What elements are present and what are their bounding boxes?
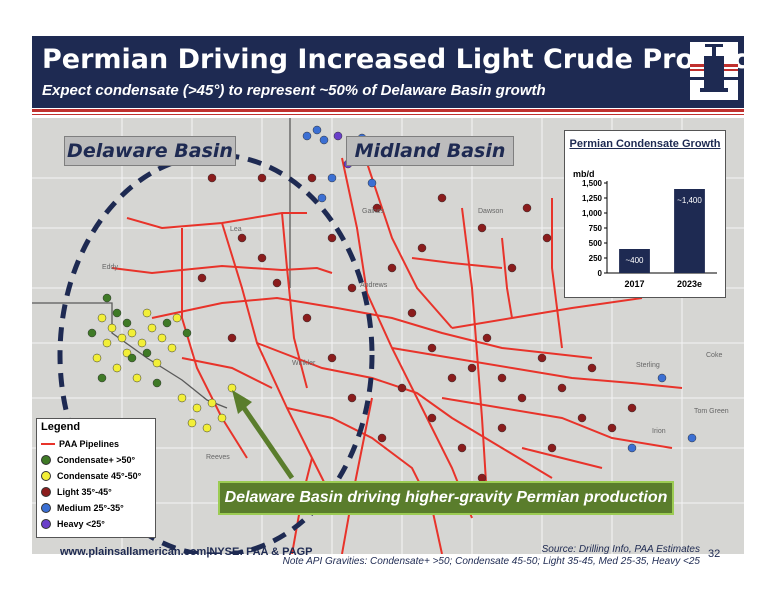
header-rule-thick: [32, 109, 744, 112]
data-label: ~1,400: [677, 196, 702, 205]
footer-url: www.plainsallamerican.com|NYSE: PAA & PA…: [60, 546, 313, 558]
legend-item-medium: Medium 25°-35°: [41, 501, 124, 515]
legend-item-pipelines: PAA Pipelines: [41, 437, 119, 451]
red-dot-icon: [41, 487, 51, 497]
legend-item-condensate-plus: Condensate+ >50°: [41, 453, 135, 467]
place-label-andrews: Andrews: [360, 282, 388, 289]
place-label-eddy: Eddy: [102, 264, 118, 271]
legend-label: Medium 25°-35°: [57, 503, 124, 513]
legend-label: Condensate 45°-50°: [57, 471, 142, 481]
api-gravity-note: Note API Gravities: Condensate+ >50; Con…: [282, 556, 700, 567]
legend-label: Light 35°-45°: [57, 487, 112, 497]
map-canvas: [32, 118, 744, 554]
y-tick-label: 500: [589, 239, 603, 248]
legend-item-condensate: Condensate 45°-50°: [41, 469, 141, 483]
y-tick-label: 0: [598, 269, 603, 278]
x-tick-label: 2017: [624, 279, 644, 289]
purple-dot-icon: [41, 519, 51, 529]
slide-title: Permian Driving Increased Light Crude Pr…: [42, 44, 776, 75]
place-label-gaines: Gaines: [362, 208, 385, 215]
yellow-dot-icon: [41, 471, 51, 481]
well-dots: [87, 125, 697, 503]
state-border: [32, 118, 291, 409]
callout-banner: Delaware Basin driving higher-gravity Pe…: [218, 481, 674, 515]
condensate-growth-chart: Permian Condensate Growth mb/d 0 250 500 750…: [564, 130, 726, 298]
delaware-basin-label: Delaware Basin: [64, 136, 236, 166]
place-label-winkler: Winkler: [292, 360, 316, 367]
company-logo: [690, 42, 738, 100]
y-tick-label: 250: [589, 254, 603, 263]
blue-dot-icon: [41, 503, 51, 513]
slide-subtitle: Expect condensate (>45°) to represent ~5…: [42, 82, 546, 99]
place-label-coke: Coke: [706, 352, 723, 359]
y-tick-label: 1,500: [582, 179, 603, 188]
pipeline-line-icon: [41, 443, 55, 445]
paa-pipelines: [111, 147, 683, 554]
place-label-sterling: Sterling: [636, 362, 660, 369]
place-label-irion: Irion: [652, 428, 666, 435]
legend-title: Legend: [41, 421, 81, 433]
legend-label: Condensate+ >50°: [57, 455, 136, 465]
page-number: 32: [708, 548, 721, 560]
footer-separator: |: [206, 546, 210, 558]
valve-logo-icon: [690, 44, 738, 92]
source-note: Source: Drilling Info, PAA Estimates: [541, 544, 700, 555]
slide-header: Permian Driving Increased Light Crude Pr…: [32, 36, 776, 108]
place-label-lea: Lea: [230, 226, 242, 233]
y-tick-label: 1,250: [582, 194, 603, 203]
website-link[interactable]: www.plainsallamerican.com: [60, 546, 207, 558]
map-legend: Legend PAA Pipelines Condensate+ >50° Co…: [36, 418, 156, 538]
legend-item-heavy: Heavy <25°: [41, 517, 105, 531]
callout-arrow: [232, 390, 295, 480]
midland-basin-label: Midland Basin: [346, 136, 514, 166]
chart-title: Permian Condensate Growth: [569, 138, 721, 150]
legend-label: Heavy <25°: [57, 519, 105, 529]
bar-2023e: [674, 189, 705, 273]
place-label-dawson: Dawson: [478, 208, 504, 215]
legend-item-light: Light 35°-45°: [41, 485, 112, 499]
chart-plot: mb/d 0 250 500 750 1,000 1,250 1,500 ~400 2017 ~1,…: [573, 169, 717, 289]
ticker-text: NYSE: PAA & PAGP: [209, 546, 313, 558]
y-tick-label: 1,000: [582, 209, 603, 218]
bar-2017: [619, 249, 650, 273]
green-dot-icon: [41, 455, 51, 465]
data-label: ~400: [625, 256, 644, 265]
y-tick-label: 750: [589, 224, 603, 233]
header-rule-thin: [32, 114, 744, 115]
place-label-reeves: Reeves: [206, 454, 230, 461]
legend-label: PAA Pipelines: [59, 439, 120, 449]
place-label-tom-green: Tom Green: [694, 408, 729, 415]
y-axis-unit: mb/d: [573, 169, 595, 179]
x-tick-label: 2023e: [677, 279, 702, 289]
